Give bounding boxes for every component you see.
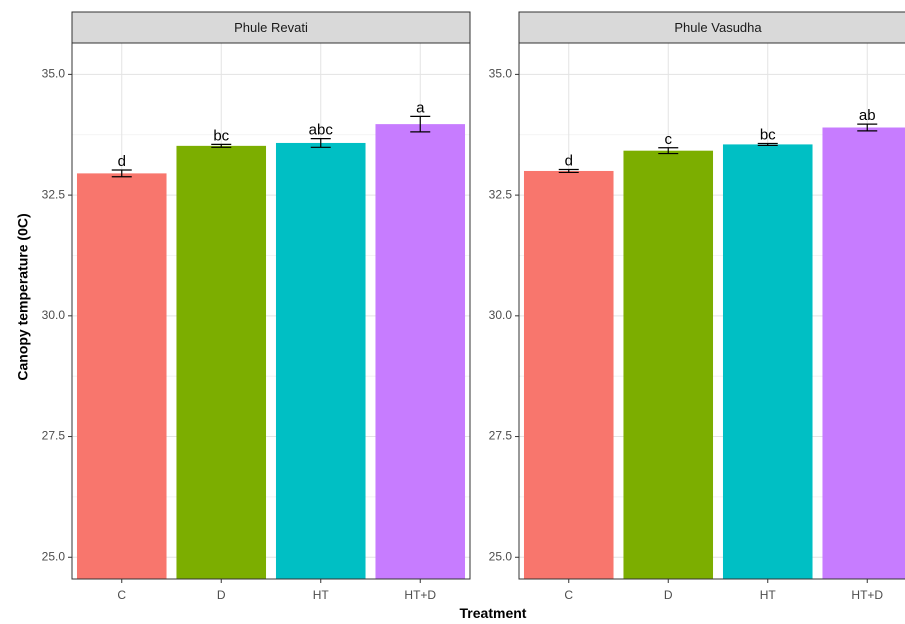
significance-label: d: [118, 153, 126, 170]
y-tick-label: 30.0: [42, 308, 66, 322]
bar: [523, 170, 614, 579]
bar: [822, 127, 905, 579]
bar: [375, 124, 466, 579]
x-tick-label: D: [217, 588, 226, 602]
x-tick-label: D: [664, 588, 673, 602]
significance-label: bc: [760, 126, 776, 143]
x-tick-label: C: [564, 588, 573, 602]
y-tick-label: 32.5: [42, 187, 66, 201]
x-tick-label: HT: [313, 588, 330, 602]
y-tick-label: 32.5: [489, 187, 513, 201]
panel-border: [71, 42, 471, 580]
significance-label: a: [416, 99, 425, 116]
bar: [176, 145, 267, 579]
bar: [722, 144, 813, 580]
x-tick-label: HT+D: [404, 588, 436, 602]
x-tick-label: C: [117, 588, 126, 602]
y-tick-label: 25.0: [42, 549, 66, 563]
panel: Phule Revati d bc abc a 25.0 27.5 30.0 32.5 35.0 C…: [42, 11, 471, 602]
significance-label: d: [565, 153, 573, 170]
y-tick-label: 35.0: [42, 67, 66, 81]
y-tick-label: 27.5: [42, 429, 66, 443]
y-tick-label: 30.0: [489, 308, 513, 322]
y-tick-label: 35.0: [489, 67, 513, 81]
panel-border: [518, 42, 905, 580]
x-tick-label: HT: [760, 588, 777, 602]
y-tick-label: 25.0: [489, 549, 513, 563]
facet-strip: [71, 11, 471, 44]
x-axis-title: Treatment: [460, 605, 527, 621]
bar: [623, 150, 714, 580]
bar: [275, 142, 366, 579]
facet-strip-label: Phule Vasudha: [674, 20, 762, 35]
significance-label: ab: [859, 107, 876, 124]
y-tick-label: 27.5: [489, 429, 513, 443]
bar: [76, 173, 167, 580]
significance-label: bc: [213, 127, 229, 144]
significance-label: abc: [309, 122, 334, 139]
facet-strip-label: Phule Revati: [234, 20, 308, 35]
y-axis-title: Canopy temperature (0C): [15, 213, 31, 380]
facet-strip: [518, 11, 905, 44]
x-tick-label: HT+D: [851, 588, 883, 602]
panel: Phule Vasudha d c bc ab 25.0 27.5 30.0 32.5 35.0 C…: [489, 11, 905, 602]
significance-label: c: [665, 131, 673, 148]
